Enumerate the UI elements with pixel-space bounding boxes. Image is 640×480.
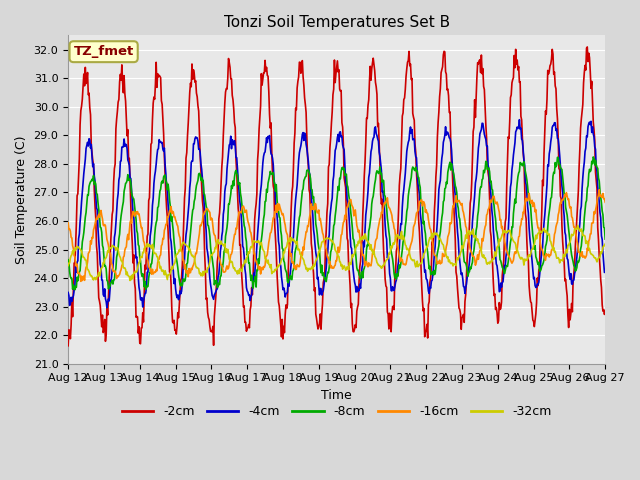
Title: Tonzi Soil Temperatures Set B: Tonzi Soil Temperatures Set B — [223, 15, 450, 30]
X-axis label: Time: Time — [321, 389, 352, 402]
Text: TZ_fmet: TZ_fmet — [74, 45, 134, 58]
Y-axis label: Soil Temperature (C): Soil Temperature (C) — [15, 135, 28, 264]
Legend: -2cm, -4cm, -8cm, -16cm, -32cm: -2cm, -4cm, -8cm, -16cm, -32cm — [117, 400, 557, 423]
